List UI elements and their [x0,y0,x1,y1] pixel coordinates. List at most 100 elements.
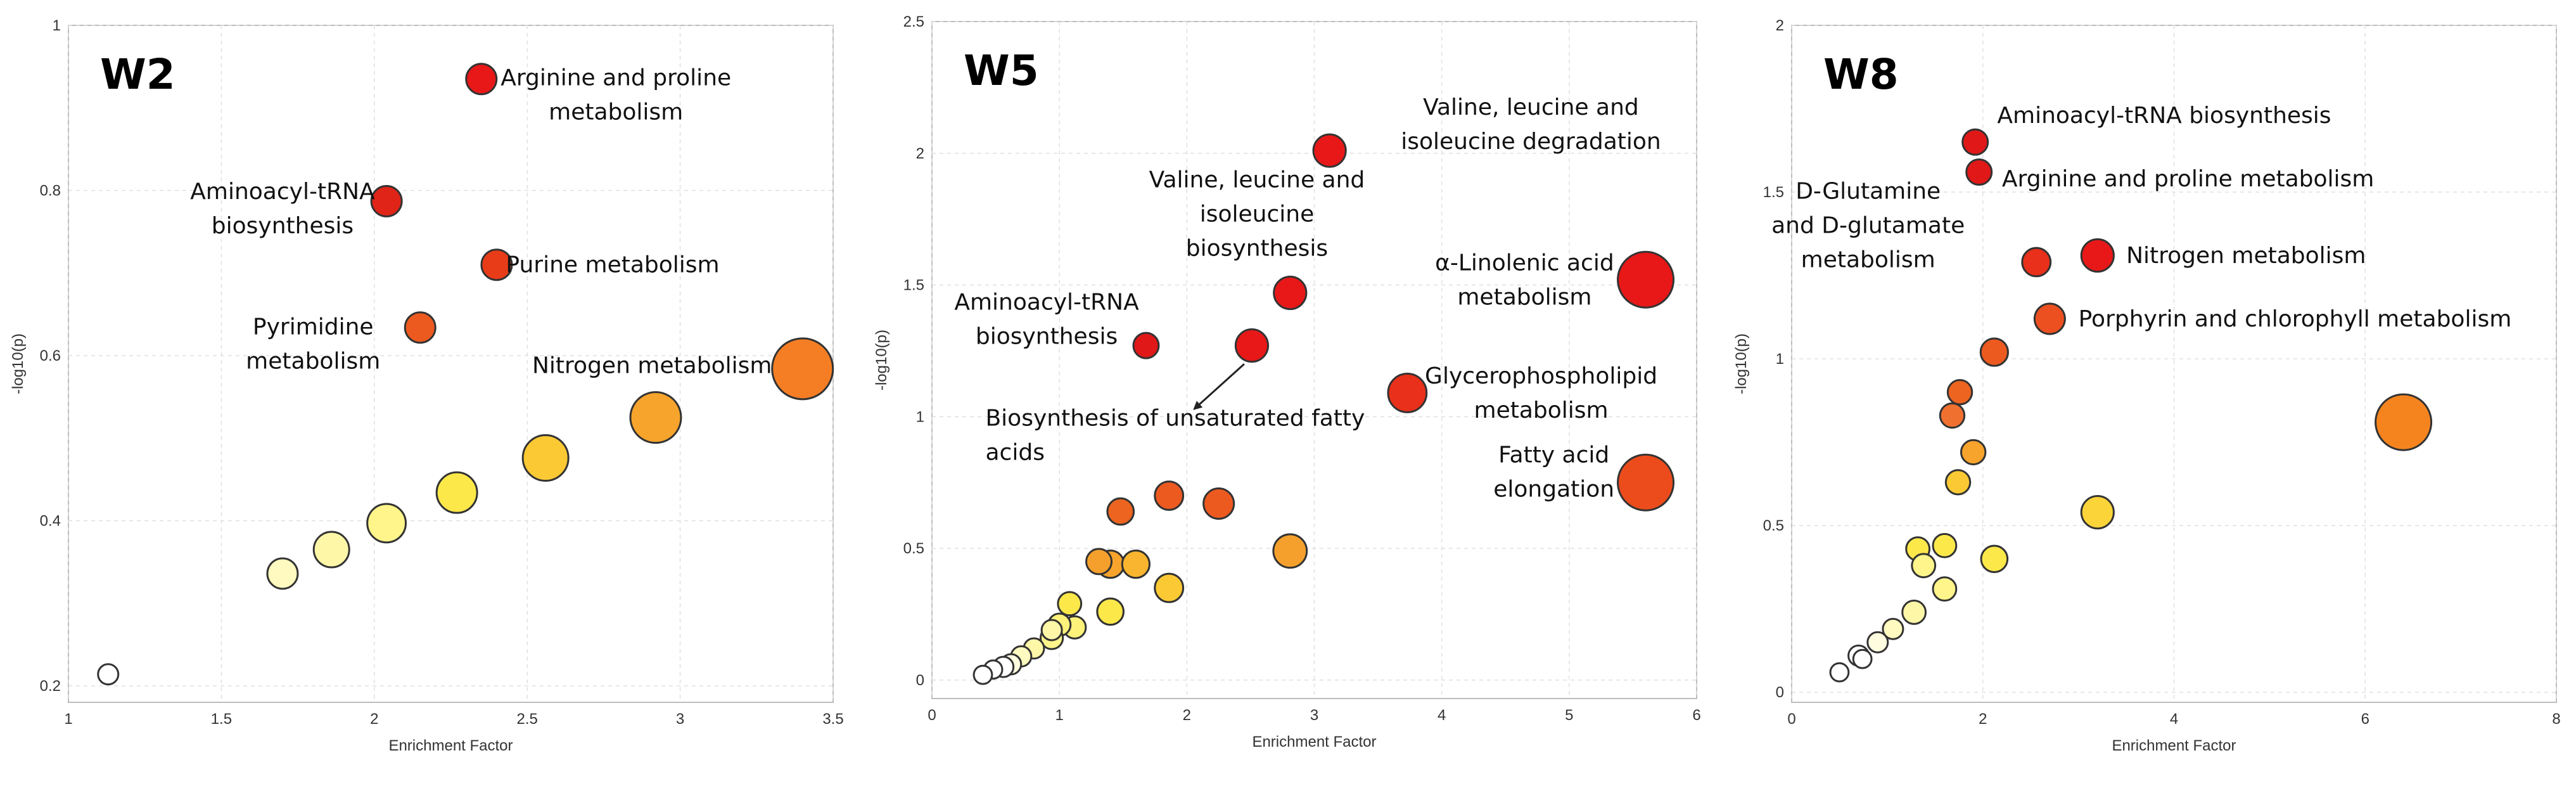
x-tick-label: 3 [676,711,684,728]
data-point [1960,439,1987,466]
data-point [435,471,478,514]
data-point [1040,619,1063,641]
pathway-label-line: Valine, leucine and [1423,94,1639,120]
x-tick-label: 3.5 [822,711,843,728]
pathway-label-line: Aminoacyl-tRNA biosynthesis [1997,103,2331,129]
pathway-label-line: acids [985,439,1044,465]
data-point [1944,469,1972,496]
x-tick-label: 0 [928,707,936,724]
x-tick-label: 2 [370,711,378,728]
data-point [2080,238,2115,273]
data-point [465,63,498,96]
data-point [1980,544,2009,574]
data-point [1901,600,1927,625]
data-point [1272,533,1308,569]
data-point [1234,328,1270,363]
data-point [1932,532,1958,558]
data-point [2021,247,2052,278]
data-point [1852,648,1873,669]
pathway-label-line: biosynthesis [1186,235,1328,261]
pathway-label-line: metabolism [1457,284,1591,310]
pathway-label-line: Aminoacyl-tRNA [954,290,1139,316]
x-tick-label: 0 [1787,711,1795,728]
chart-panel-w2: 1 1.5 2 2.5 3 3.5 0.2 0.4 0.6 0.8 1 Enrichment Fact… [10,17,844,754]
y-tick-label: 0.5 [1763,517,1784,534]
y-axis-title: -log10(p) [1733,333,1750,394]
pathway-label: Valine, leucine and isoleucine degradatio… [1401,94,1661,155]
data-point [1387,373,1428,413]
y-tick-label: 2.5 [903,13,924,30]
data-point [1085,548,1113,576]
data-point [1273,275,1308,311]
y-tick-label: 2 [1776,17,1784,34]
plot-area [68,25,834,703]
pathway-label: Arginine and proline metabolism [501,65,731,125]
pathway-label-line: Pyrimidine [253,314,374,340]
data-point [1617,453,1675,512]
data-point [366,503,407,544]
y-tick-label: 1 [53,17,61,34]
chart-panel-w5: 0 1 2 3 4 5 6 0 0.5 1 1.5 2 2.5 Enrichment Factor -log… [873,13,1701,751]
pathway-label: Nitrogen metabolism [2126,243,2366,269]
data-point [480,248,513,281]
panel-title: W8 [1823,50,1899,99]
data-point [1932,576,1958,602]
x-axis-title: Enrichment Factor [1252,733,1376,751]
y-tick-label: 0.4 [40,512,61,529]
pathway-label-line: metabolism [549,99,683,125]
data-point [1882,617,1904,640]
data-point [771,337,834,401]
data-point [1132,332,1160,359]
x-tick-label: 5 [1565,707,1573,724]
data-point [2033,302,2066,335]
data-point [1154,572,1185,603]
data-point [1121,549,1151,579]
data-point [1057,591,1083,617]
x-tick-label: 6 [2361,711,2369,728]
pathway-label-line: elongation [1493,477,1614,503]
data-point [1961,128,1989,156]
pathway-label-line: Aminoacyl-tRNA [190,179,375,205]
panel-title: W2 [100,50,175,99]
y-tick-label: 1 [916,408,924,425]
x-axis-title: Enrichment Factor [388,737,513,754]
pathway-label: Glycerophospholipid metabolism [1425,363,1657,423]
data-point [266,557,299,590]
pathway-label-line: biosynthesis [976,324,1118,350]
y-tick-label: 1.5 [1763,184,1784,201]
y-tick-label: 0 [1776,684,1784,701]
data-point [972,664,993,685]
x-axis-title: Enrichment Factor [2112,737,2236,754]
y-tick-label: 0.5 [903,540,924,557]
pathway-label-line: Arginine and proline [501,65,731,91]
data-point [404,311,437,344]
pathway-label: Porphyrin and chlorophyll metabolism [2079,306,2512,332]
chart-panel-w8: 0 2 4 6 8 0 0.5 1 1.5 2 Enrichment Factor -log10(p)… [1733,17,2561,754]
pathway-label: Aminoacyl-tRNA biosynthesis [1997,103,2331,129]
x-tick-label: 3 [1310,707,1318,724]
pathway-label-line: biosynthesis [212,213,354,239]
data-point [521,434,570,482]
pathway-label-line: α-Linolenic acid [1435,250,1614,276]
pathway-label: Fatty acid elongation [1493,442,1614,503]
data-point [1911,553,1937,579]
data-point [370,184,403,217]
y-tick-label: 1.5 [903,277,924,294]
y-tick-label: 1 [1776,351,1784,368]
y-tick-label: 2 [916,145,924,162]
pathway-label: D-Glutamine and D-glutamate metabolism [1771,179,1965,273]
x-tick-label: 2.5 [517,711,538,728]
data-point [1096,597,1125,626]
y-tick-label: 0.6 [40,347,61,364]
data-point [1979,337,2009,367]
y-tick-label: 0 [916,672,924,689]
pathway-label: Valine, leucine and isoleucine biosynthesi… [1149,167,1365,261]
pathway-label-line: Fatty acid [1498,442,1609,468]
y-tick-label: 0.2 [40,678,61,695]
data-point [1965,158,1993,186]
pathway-label-line: Arginine and proline metabolism [2002,166,2374,192]
data-point [1946,379,1973,406]
x-tick-label: 4 [2170,711,2178,728]
x-tick-label: 1 [1055,707,1063,724]
